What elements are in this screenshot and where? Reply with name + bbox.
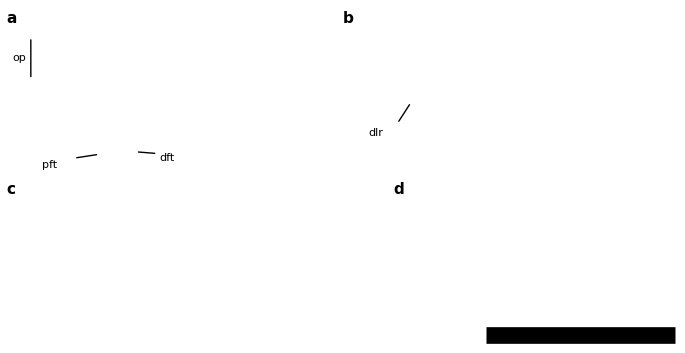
Text: b: b <box>342 11 353 25</box>
Text: dft: dft <box>160 153 175 163</box>
Text: pft: pft <box>42 160 58 170</box>
Text: d: d <box>394 182 405 197</box>
Text: op: op <box>12 53 26 63</box>
Text: c: c <box>7 182 16 197</box>
Text: a: a <box>7 11 17 25</box>
Text: dlr: dlr <box>369 128 384 138</box>
